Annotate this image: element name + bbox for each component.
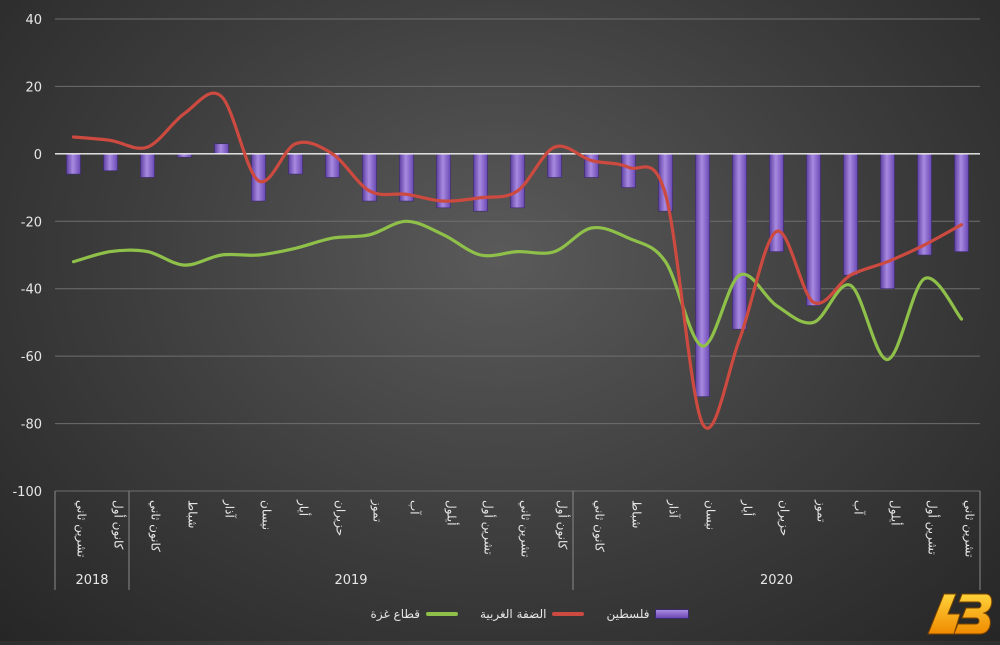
legend-swatch-west-bank xyxy=(552,612,585,616)
y-tick-label: -80 xyxy=(21,418,42,433)
bar-palestine xyxy=(880,153,895,290)
legend: فلسطين الضفة الغربية قطاع غزة xyxy=(340,604,720,624)
bar-palestine xyxy=(917,153,932,256)
x-tick-label: آذار xyxy=(222,499,238,518)
bar-palestine xyxy=(66,153,81,175)
bar-palestine xyxy=(732,153,747,330)
bar-palestine xyxy=(140,153,155,178)
line-gaza xyxy=(71,219,964,362)
legend-swatch-palestine xyxy=(655,609,690,619)
brand-logo xyxy=(927,593,993,635)
legend-swatch-gaza xyxy=(425,612,458,616)
x-tick-label: أيلول xyxy=(444,500,460,526)
y-tick-label: 40 xyxy=(25,13,42,28)
x-tick-label: أيلول xyxy=(888,500,904,526)
x-tick-label: كانون أول xyxy=(555,500,571,550)
bar-palestine xyxy=(954,153,969,252)
bar-palestine xyxy=(214,143,229,155)
x-tick-label: تشرين أول xyxy=(925,500,941,555)
year-label: 2020 xyxy=(760,573,793,588)
y-tick-label: 0 xyxy=(34,148,42,163)
x-tick-label: تموز xyxy=(370,499,385,522)
bar-palestine xyxy=(621,153,636,188)
y-tick-label: -60 xyxy=(21,350,42,365)
legend-item-gaza: قطاع غزة xyxy=(371,604,458,624)
x-tick-label: تشرين ثاني xyxy=(962,500,977,557)
x-tick-label: كانون ثاني xyxy=(148,500,163,552)
bar-palestine xyxy=(695,153,710,397)
x-tick-label: تشرين ثاني xyxy=(518,500,533,557)
x-tick-label: نيسان xyxy=(260,500,274,530)
line-west-bank xyxy=(71,91,964,430)
bar-palestine xyxy=(510,153,525,209)
x-tick-label: تشرين أول xyxy=(481,500,497,555)
x-tick-label: تموز xyxy=(814,499,829,522)
x-tick-label: كانون أول xyxy=(111,500,127,550)
x-tick-label: تشرين ثاني xyxy=(74,500,89,557)
x-tick-label: شباط xyxy=(186,500,200,528)
x-tick-label: كانون ثاني xyxy=(592,500,607,552)
x-tick-label: حزيران xyxy=(333,500,348,536)
year-label: 2018 xyxy=(75,573,108,588)
y-tick-label: 20 xyxy=(25,80,42,95)
x-tick-label: أيار xyxy=(296,499,312,516)
x-tick-label: حزيران xyxy=(777,500,792,536)
bar-palestine xyxy=(843,153,858,276)
y-tick-label: -100 xyxy=(12,485,42,500)
year-label: 2019 xyxy=(334,573,367,588)
legend-label-west-bank: الضفة الغربية xyxy=(479,607,547,621)
bar-palestine xyxy=(547,153,562,178)
x-tick-label: نيسان xyxy=(704,500,718,530)
legend-item-palestine: فلسطين xyxy=(606,604,690,624)
legend-label-palestine: فلسطين xyxy=(606,607,650,621)
x-tick-label: آب xyxy=(852,500,867,515)
bar-palestine xyxy=(103,153,118,172)
x-tick-label: أيار xyxy=(740,499,756,516)
bar-palestine xyxy=(473,153,488,212)
legend-label-gaza: قطاع غزة xyxy=(370,607,420,621)
bar-palestine xyxy=(288,153,303,175)
bar-palestine xyxy=(806,153,821,306)
x-tick-label: شباط xyxy=(630,500,644,528)
legend-item-west-bank: الضفة الغربية xyxy=(480,604,585,624)
x-tick-label: آب xyxy=(408,500,423,515)
x-tick-label: آذار xyxy=(666,499,682,518)
y-tick-label: -20 xyxy=(21,215,42,230)
y-tick-label: -40 xyxy=(21,283,42,298)
